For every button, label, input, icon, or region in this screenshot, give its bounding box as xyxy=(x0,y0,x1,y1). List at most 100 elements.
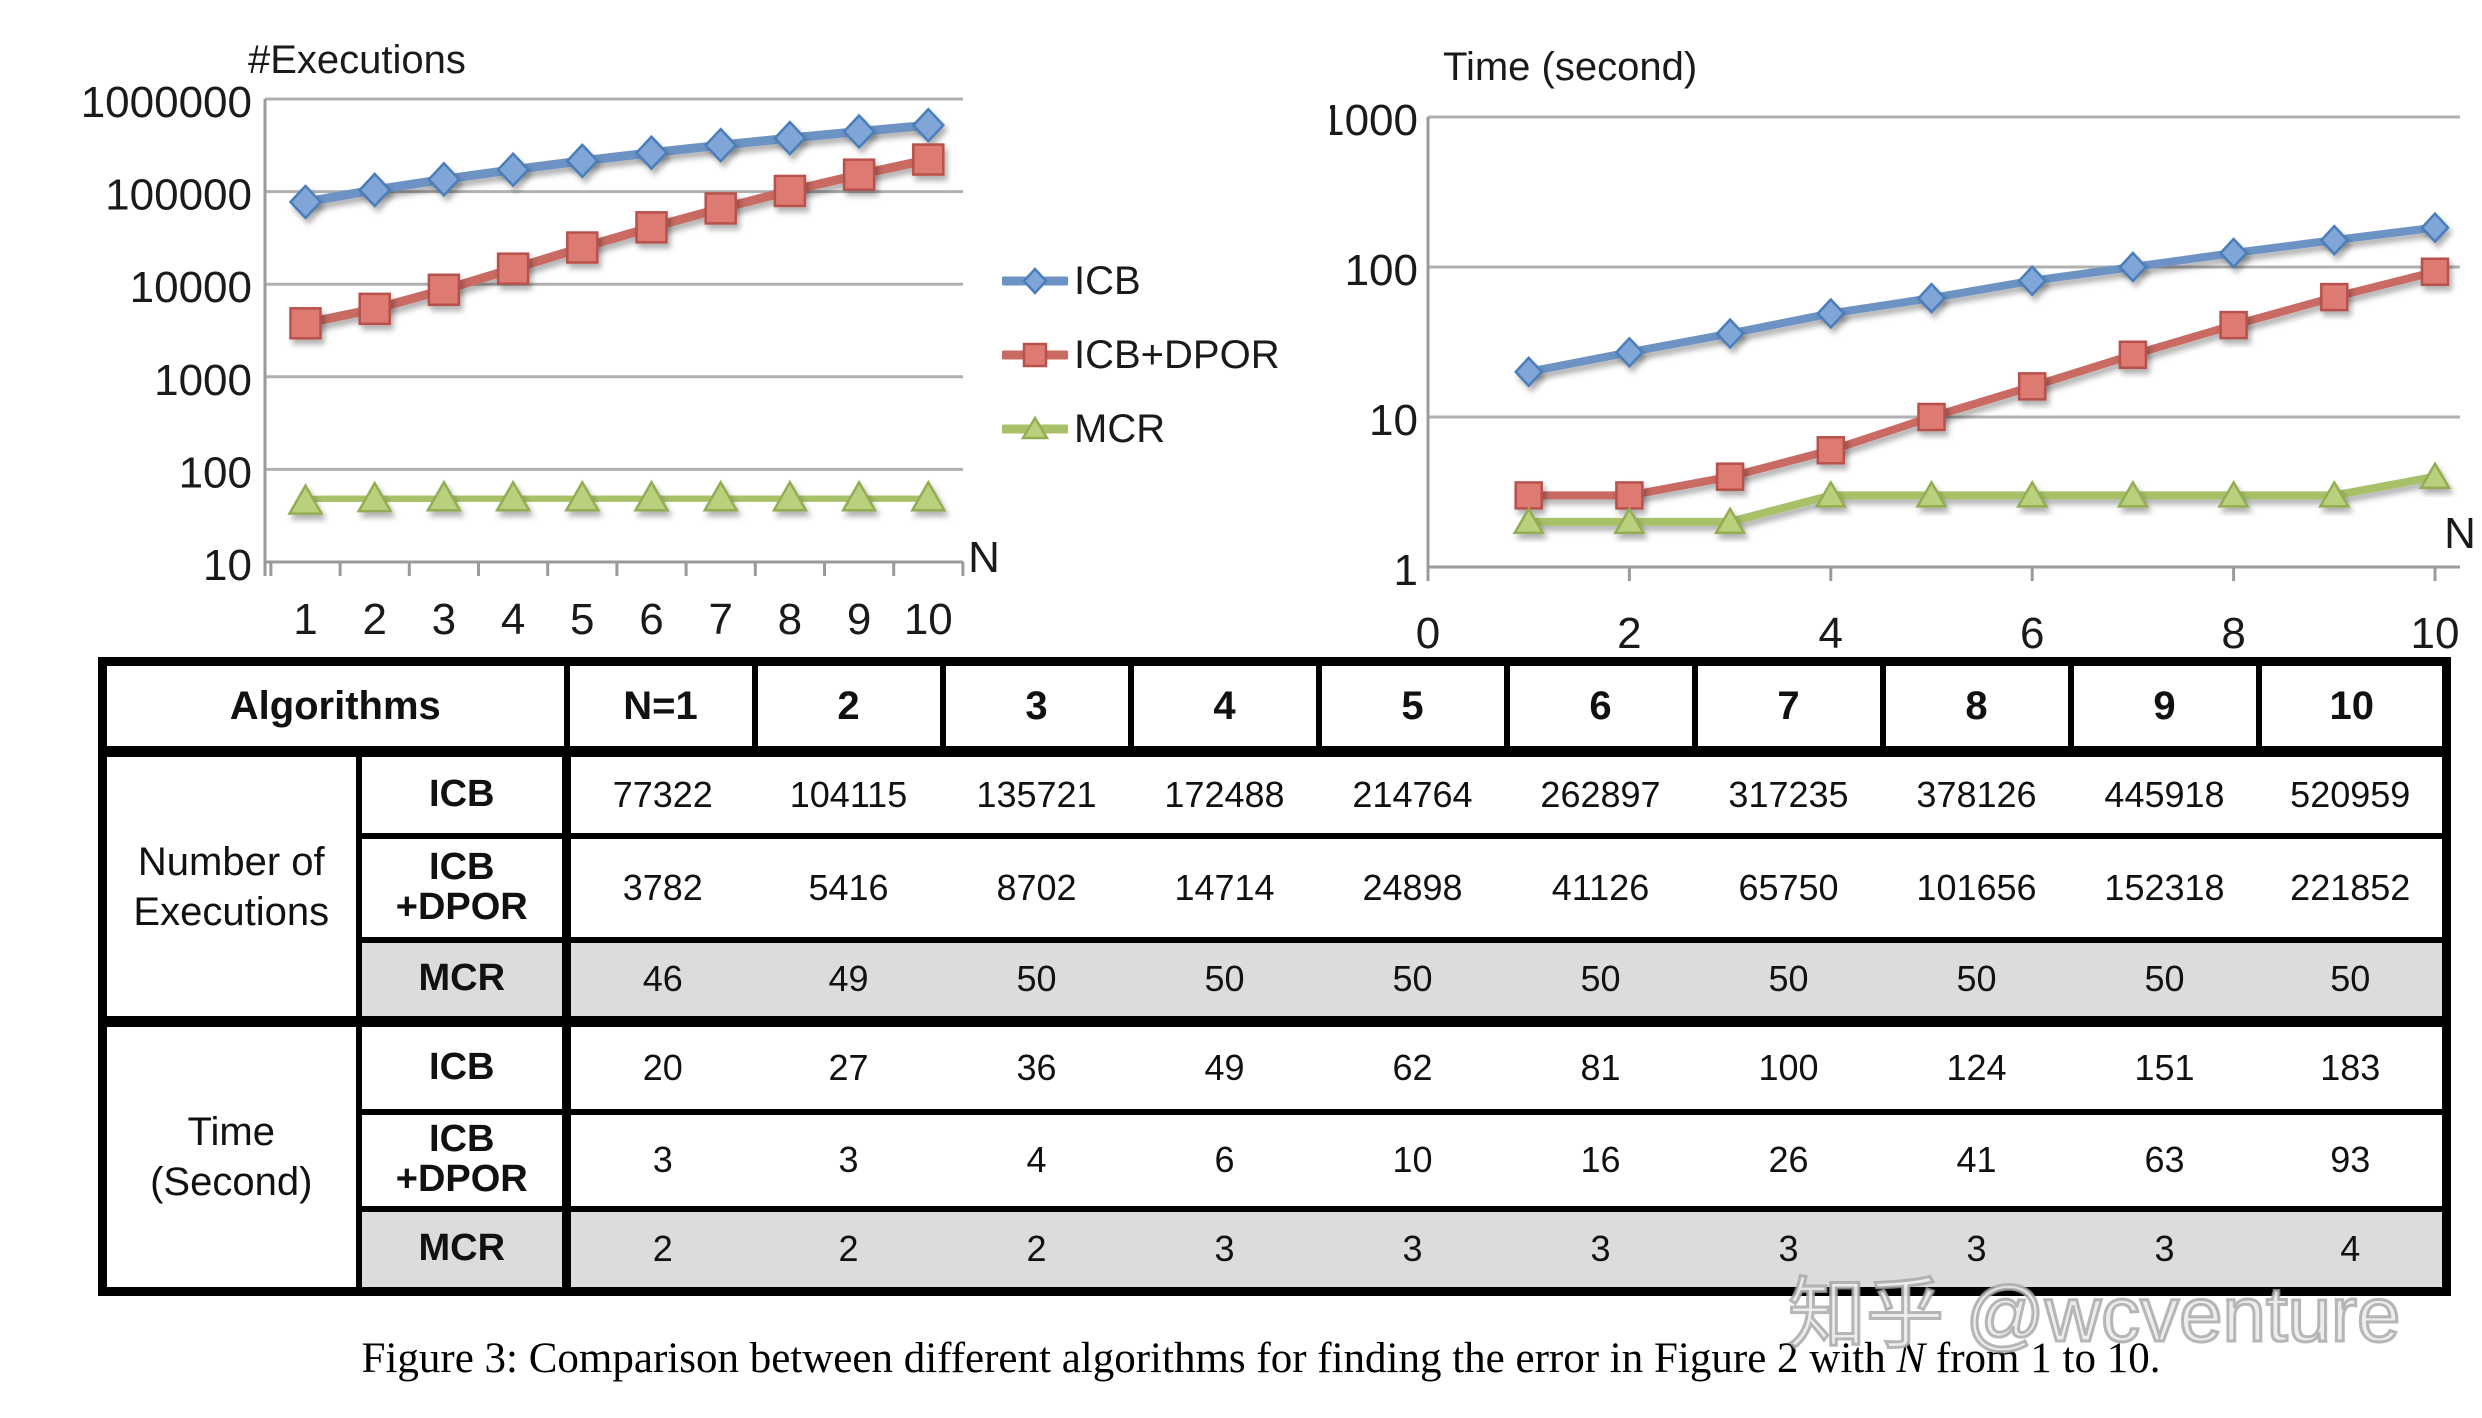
svg-text:8: 8 xyxy=(778,595,802,644)
svg-text:2: 2 xyxy=(362,595,386,644)
table-cell: 4 xyxy=(942,1108,1131,1212)
executions-chart: 1000000 100000 10000 1000 100 10 1 2 3 4 5 6 7 8 9 10 #E… xyxy=(81,38,1000,644)
algo-label: ICB +DPOR xyxy=(355,1108,571,1212)
table-cell: 124 xyxy=(1882,1016,2071,1115)
table-cell: 8702 xyxy=(942,832,1131,943)
table-cell: 27 xyxy=(754,1016,943,1115)
header-col: 6 xyxy=(1503,658,1698,755)
algo-label: ICB xyxy=(355,746,571,839)
algo-label: MCR xyxy=(355,936,571,1025)
table-header-row: Algorithms N=1 2 3 4 5 6 7 8 9 10 xyxy=(99,658,2450,755)
svg-text:2: 2 xyxy=(1617,609,1641,658)
svg-text:10: 10 xyxy=(203,541,252,590)
svg-text:4: 4 xyxy=(501,595,525,644)
table-cell: 2 xyxy=(566,1205,755,1295)
header-col: 3 xyxy=(939,658,1134,755)
table-cell: 10 xyxy=(1318,1108,1507,1212)
svg-text:10: 10 xyxy=(1369,396,1418,445)
svg-text:8: 8 xyxy=(2221,609,2245,658)
chart-legend: ICB ICB+DPOR MCR xyxy=(1002,258,1280,480)
svg-text:1000000: 1000000 xyxy=(81,78,252,127)
figure-caption: Figure 3: Comparison between different a… xyxy=(0,1334,2482,1383)
table-cell: 520959 xyxy=(2258,746,2447,839)
mcr-line-marker-icon xyxy=(1002,415,1068,440)
table-cell: 50 xyxy=(2258,936,2447,1025)
svg-text:100000: 100000 xyxy=(105,171,252,220)
svg-text:10: 10 xyxy=(2411,609,2460,658)
table-cell: 81 xyxy=(1506,1016,1695,1115)
table-row: Number of Executions ICB 77322 104115 13… xyxy=(99,746,2447,1025)
table-cell: 2 xyxy=(754,1205,943,1295)
table-cell: 3 xyxy=(1130,1205,1319,1295)
table-cell: 100 xyxy=(1694,1016,1883,1115)
table-cell: 50 xyxy=(1130,936,1319,1025)
table-row: MCR 2 2 2 3 3 3 3 3 3 4 xyxy=(103,1205,2447,1295)
table-cell: 14714 xyxy=(1130,832,1319,943)
header-col: 9 xyxy=(2067,658,2262,755)
table-cell: 24898 xyxy=(1318,832,1507,943)
group-label-time: Time (Second) xyxy=(99,1016,362,1295)
table-cell: 50 xyxy=(1694,936,1883,1025)
table-row: Time (Second) ICB 20 27 36 49 62 81 100 … xyxy=(99,1016,2447,1295)
header-col: 5 xyxy=(1315,658,1510,755)
table-cell: 445918 xyxy=(2070,746,2259,839)
table-cell: 4 xyxy=(2258,1205,2447,1295)
header-algorithms: Algorithms xyxy=(99,658,570,755)
svg-text:1000: 1000 xyxy=(154,356,252,405)
table-cell: 36 xyxy=(942,1016,1131,1115)
svg-text:#Executions: #Executions xyxy=(248,38,466,82)
table-cell: 104115 xyxy=(754,746,943,839)
table-cell: 62 xyxy=(1318,1016,1507,1115)
table-cell: 3 xyxy=(1318,1205,1507,1295)
table-cell: 41 xyxy=(1882,1108,2071,1212)
svg-text:100: 100 xyxy=(1345,246,1418,295)
table-cell: 50 xyxy=(1882,936,2071,1025)
table-cell: 3 xyxy=(1694,1205,1883,1295)
table-cell: 172488 xyxy=(1130,746,1319,839)
table-cell: 152318 xyxy=(2070,832,2259,943)
table-row: ICB +DPOR 3782 5416 8702 14714 24898 411… xyxy=(103,832,2447,943)
table-cell: 50 xyxy=(1318,936,1507,1025)
svg-text:N: N xyxy=(968,533,1000,582)
algo-label: MCR xyxy=(355,1205,571,1295)
legend-item-icb-dpor: ICB+DPOR xyxy=(1002,332,1280,378)
svg-text:100: 100 xyxy=(179,448,252,497)
svg-text:3: 3 xyxy=(432,595,456,644)
svg-text:1: 1 xyxy=(293,595,317,644)
legend-item-icb: ICB xyxy=(1002,258,1280,304)
header-col: 10 xyxy=(2255,658,2450,755)
svg-text:6: 6 xyxy=(2020,609,2044,658)
table-cell: 3 xyxy=(754,1108,943,1212)
table-cell: 262897 xyxy=(1506,746,1695,839)
header-col: N=1 xyxy=(563,658,758,755)
svg-text:4: 4 xyxy=(1819,609,1843,658)
legend-label: MCR xyxy=(1074,406,1166,451)
table-cell: 63 xyxy=(2070,1108,2259,1212)
header-col: 7 xyxy=(1691,658,1886,755)
table-cell: 221852 xyxy=(2258,832,2447,943)
table-cell: 49 xyxy=(754,936,943,1025)
table-cell: 93 xyxy=(2258,1108,2447,1212)
svg-text:6: 6 xyxy=(639,595,663,644)
legend-label: ICB xyxy=(1074,258,1141,303)
comparison-table-wrapper: Algorithms N=1 2 3 4 5 6 7 8 9 10 Number… xyxy=(98,657,2451,1296)
table-cell: 49 xyxy=(1130,1016,1319,1115)
table-cell: 378126 xyxy=(1882,746,2071,839)
table-cell: 317235 xyxy=(1694,746,1883,839)
table-cell: 183 xyxy=(2258,1016,2447,1115)
table-cell: 50 xyxy=(2070,936,2259,1025)
algo-label: ICB +DPOR xyxy=(355,832,571,943)
table-cell: 16 xyxy=(1506,1108,1695,1212)
svg-text:5: 5 xyxy=(570,595,594,644)
table-cell: 26 xyxy=(1694,1108,1883,1212)
table-cell: 3 xyxy=(1506,1205,1695,1295)
legend-label: ICB+DPOR xyxy=(1074,332,1280,377)
table-cell: 41126 xyxy=(1506,832,1695,943)
table-cell: 20 xyxy=(566,1016,755,1115)
group-label-executions: Number of Executions xyxy=(99,746,362,1025)
header-col: 4 xyxy=(1127,658,1322,755)
table-cell: 3782 xyxy=(566,832,755,943)
svg-text:10: 10 xyxy=(904,595,953,644)
table-cell: 3 xyxy=(2070,1205,2259,1295)
